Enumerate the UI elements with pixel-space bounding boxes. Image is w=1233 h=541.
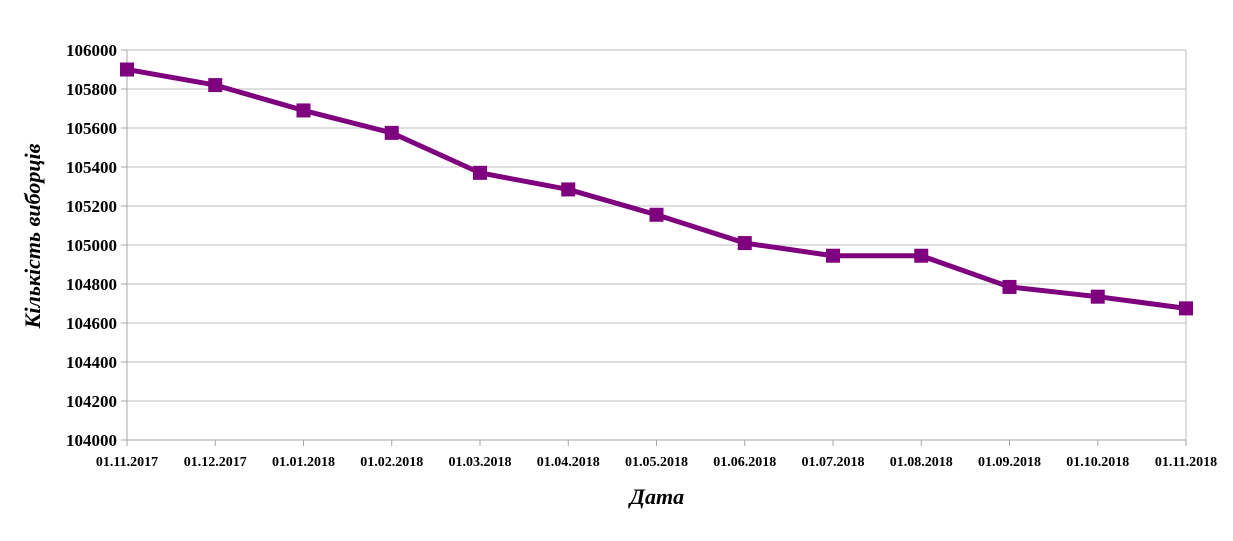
x-tick-label: 01.09.2018 xyxy=(978,455,1041,470)
data-point-marker xyxy=(120,62,134,77)
y-tick-label: 106000 xyxy=(66,41,117,60)
y-tick-label: 105200 xyxy=(66,197,117,216)
x-tick-labels: 01.11.2017 01.12.2017 01.01.2018 01.02.2018… xyxy=(96,455,1217,470)
x-tick-label: 01.06.2018 xyxy=(713,455,776,470)
x-tick-label: 01.11.2017 xyxy=(96,455,158,470)
y-tick-label: 104600 xyxy=(66,314,117,333)
data-point-marker xyxy=(1179,301,1193,316)
data-point-marker xyxy=(384,125,399,140)
x-tick-label: 01.12.2017 xyxy=(184,455,247,470)
series-line xyxy=(126,67,1187,311)
y-tick-labels: 104000 104200 104400 104600 104800 105000 1052… xyxy=(66,41,117,450)
data-point-marker xyxy=(561,182,576,197)
data-point-marker xyxy=(649,207,664,222)
y-tick-label: 105400 xyxy=(66,158,117,177)
x-tick-label: 01.03.2018 xyxy=(449,455,512,470)
data-point-marker xyxy=(737,236,752,251)
data-point-marker xyxy=(473,165,487,180)
data-point-marker xyxy=(1002,279,1017,294)
x-tick-label: 01.02.2018 xyxy=(360,455,423,470)
x-tick-label: 01.08.2018 xyxy=(890,455,953,470)
axes xyxy=(121,49,1187,446)
y-axis-title: Кількість виборців xyxy=(20,143,45,329)
y-tick-label: 104000 xyxy=(66,431,117,450)
data-point-marker xyxy=(296,103,311,118)
x-tick-label: 01.07.2018 xyxy=(802,455,865,470)
x-tick-label: 01.05.2018 xyxy=(625,455,688,470)
x-tick-label: 01.04.2018 xyxy=(537,455,600,470)
x-tick-label: 01.10.2018 xyxy=(1066,455,1129,470)
data-point-marker xyxy=(914,248,929,263)
gridlines xyxy=(127,49,1187,440)
y-tick-label: 104800 xyxy=(66,275,117,294)
y-tick-label: 105000 xyxy=(66,236,117,255)
x-tick-label: 01.11.2018 xyxy=(1155,455,1217,470)
data-point-marker xyxy=(826,248,840,263)
y-tick-label: 104200 xyxy=(66,392,117,411)
x-axis-title: Дата xyxy=(628,484,684,509)
data-point-marker xyxy=(1090,289,1105,304)
x-tick-label: 01.01.2018 xyxy=(272,455,335,470)
y-tick-label: 105600 xyxy=(66,119,117,138)
y-tick-label: 104400 xyxy=(66,353,117,372)
data-point-marker xyxy=(208,78,223,93)
y-tick-label: 105800 xyxy=(66,80,117,99)
series-line-group xyxy=(120,62,1193,316)
